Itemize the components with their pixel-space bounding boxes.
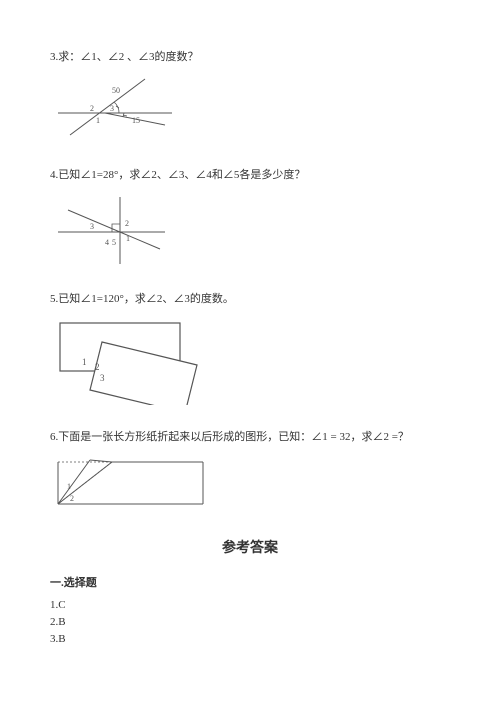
question-5-text: 5.已知∠1=120°，求∠2、∠3的度数。 xyxy=(50,292,450,307)
svg-text:3: 3 xyxy=(90,222,94,231)
svg-text:2: 2 xyxy=(95,362,100,372)
svg-text:5: 5 xyxy=(112,238,116,247)
answer-item: 3.B xyxy=(50,632,450,647)
svg-text:1: 1 xyxy=(96,116,100,125)
question-6-text: 6.下面是一张长方形纸折起来以后形成的图形，已知：∠1 = 32，求∠2 =？ xyxy=(50,430,450,445)
svg-text:1: 1 xyxy=(82,357,87,367)
svg-text:3: 3 xyxy=(100,373,105,383)
question-4: 4.已知∠1=28°，求∠2、∠3、∠4和∠5各是多少度？ 3 2 45 1 xyxy=(50,168,450,266)
question-5: 5.已知∠1=120°，求∠2、∠3的度数。 123 xyxy=(50,292,450,405)
question-4-text: 4.已知∠1=28°，求∠2、∠3、∠4和∠5各是多少度？ xyxy=(50,168,450,183)
question-4-figure: 3 2 45 1 xyxy=(50,192,450,267)
question-6: 6.下面是一张长方形纸折起来以后形成的图形，已知：∠1 = 32，求∠2 =？ … xyxy=(50,430,450,513)
svg-text:2: 2 xyxy=(70,494,74,503)
question-6-figure: 12 xyxy=(50,454,450,514)
answer-item: 1.C xyxy=(50,598,450,613)
svg-text:2: 2 xyxy=(125,219,129,228)
question-3: 3.求：∠1、∠2 、∠3的度数？ 50 2 3 1 15 xyxy=(50,50,450,143)
question-5-figure: 123 xyxy=(50,315,450,405)
answer-item: 2.B xyxy=(50,615,450,630)
svg-text:2: 2 xyxy=(90,104,94,113)
svg-text:4: 4 xyxy=(105,238,109,247)
question-3-figure: 50 2 3 1 15 xyxy=(50,73,450,143)
question-3-text: 3.求：∠1、∠2 、∠3的度数？ xyxy=(50,50,450,65)
svg-text:1: 1 xyxy=(67,482,71,491)
answers-list: 1.C 2.B 3.B xyxy=(50,598,450,648)
svg-text:3: 3 xyxy=(110,104,114,113)
answer-title: 参考答案 xyxy=(50,539,450,559)
svg-text:15: 15 xyxy=(132,116,140,125)
svg-text:50: 50 xyxy=(112,86,120,95)
svg-text:1: 1 xyxy=(126,234,130,243)
section-title: 一.选择题 xyxy=(50,576,450,591)
